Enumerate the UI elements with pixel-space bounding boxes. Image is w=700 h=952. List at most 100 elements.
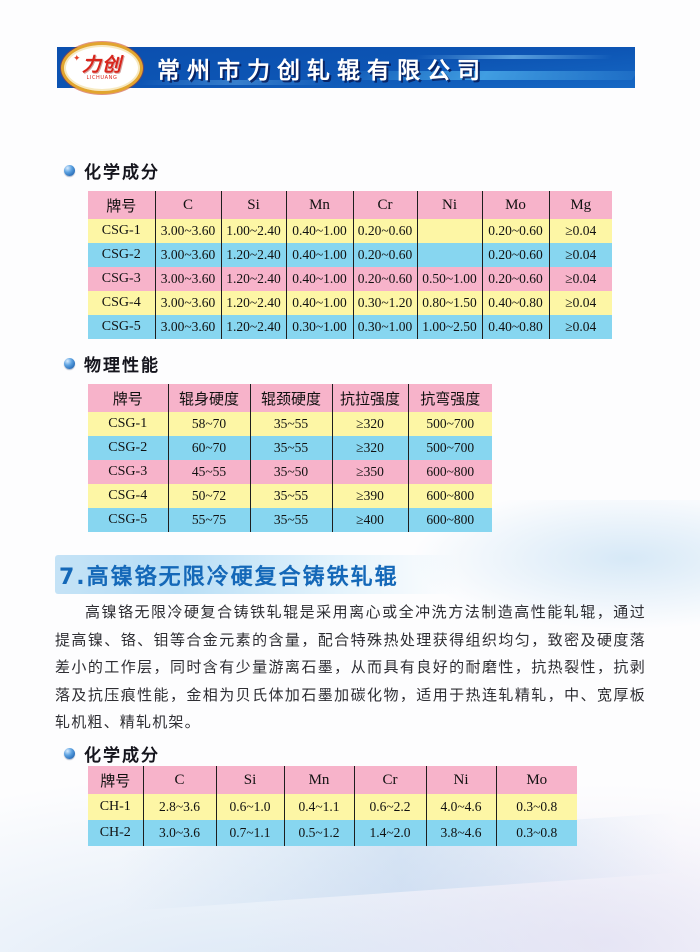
table-cell: ≥400 xyxy=(332,508,409,532)
table-cell: 3.0~3.6 xyxy=(143,820,217,846)
column-header: 辊身硬度 xyxy=(168,384,251,412)
column-header: Mo xyxy=(482,191,550,219)
table-cell: ≥320 xyxy=(332,436,409,460)
table-row: CH-1 2.8~3.6 0.6~1.0 0.4~1.1 0.6~2.2 4.0~4.6 0… xyxy=(88,794,577,820)
section-chem2-title: 化学成分 xyxy=(64,741,160,766)
section-title-label: 化学成分 xyxy=(84,746,160,766)
table-row: CH-2 3.0~3.6 0.7~1.1 0.5~1.2 1.4~2.0 3.8~4.6 0… xyxy=(88,820,577,846)
table-cell: ≥350 xyxy=(332,460,409,484)
section7-heading: 7.高镍铬无限冷硬复合铸铁轧辊 xyxy=(59,564,399,590)
table-cell: 500~700 xyxy=(426,416,475,431)
table-cell: 0.40~1.00 xyxy=(286,267,354,291)
table-cell: CH-2 xyxy=(88,820,144,846)
table-cell: 3.00~3.60 xyxy=(155,315,222,339)
chem-composition-table-1: 牌号 C Si Mn Cr Ni Mo Mg CSG-1 3.00~3.60 1.00~2.40 0… xyxy=(88,191,612,339)
table-row: CSG-4 3.00~3.60 1.20~2.40 0.40~1.00 0.30~1.2… xyxy=(88,291,612,315)
table-row: CSG-5 3.00~3.60 1.20~2.40 0.30~1.00 0.30~1.0… xyxy=(88,315,612,339)
table-cell: 0.6~1.0 xyxy=(216,794,285,820)
table-cell: 3.8~4.6 xyxy=(426,820,497,846)
column-header: Si xyxy=(216,766,285,794)
table-cell: 3.00~3.60 xyxy=(155,219,222,243)
table-cell: 0.20~0.60 xyxy=(353,267,418,291)
table-cell: 1.20~2.40 xyxy=(221,315,287,339)
section7-heading-band: 7.高镍铬无限冷硬复合铸铁轧辊 xyxy=(55,555,457,594)
table-cell: 1.00~2.40 xyxy=(221,219,287,243)
table-row: CSG-5 55~75 35~55 ≥400 600~800 xyxy=(88,508,492,532)
table-cell: 1.20~2.40 xyxy=(221,243,287,267)
table-cell: 0.40~0.80 xyxy=(482,291,550,315)
column-header: Si xyxy=(221,191,287,219)
table-cell: 0.3~0.8 xyxy=(516,825,558,840)
table-cell: 45~55 xyxy=(168,460,251,484)
table-cell: 50~72 xyxy=(168,484,251,508)
chem-composition-table-2: 牌号 C Si Mn Cr Ni Mo CH-1 2.8~3.6 0.6~1.0 0.4~1.1 0… xyxy=(88,766,577,846)
table-cell: 3.00~3.60 xyxy=(155,243,222,267)
table-cell: 3.00~3.60 xyxy=(155,267,222,291)
table-row: CSG-1 58~70 35~55 ≥320 500~700 xyxy=(88,412,492,436)
column-header: Cr xyxy=(353,191,418,219)
table-cell: 0.30~1.00 xyxy=(286,315,354,339)
column-header: C xyxy=(143,766,217,794)
table-cell: CSG-1 xyxy=(88,219,156,243)
header-banner: 常州市力创轧辊有限公司 xyxy=(57,47,635,88)
table-cell xyxy=(417,219,483,243)
table-row: CSG-3 45~55 35~50 ≥350 600~800 xyxy=(88,460,492,484)
table-cell: 60~70 xyxy=(168,436,251,460)
table-cell: ≥320 xyxy=(332,412,409,436)
bullet-icon xyxy=(64,165,75,176)
table-cell: CSG-2 xyxy=(88,436,169,460)
table-cell: 35~55 xyxy=(250,508,333,532)
table-cell: 4.0~4.6 xyxy=(426,794,497,820)
table-cell: CSG-4 xyxy=(88,291,156,315)
table-cell: 0.20~0.60 xyxy=(353,219,418,243)
column-header: Ni xyxy=(426,766,497,794)
table-cell: 0.80~1.50 xyxy=(417,291,483,315)
column-header: Mg xyxy=(570,196,592,213)
table-cell: 55~75 xyxy=(168,508,251,532)
bullet-icon xyxy=(64,358,75,369)
table-cell: CSG-4 xyxy=(88,484,169,508)
table-cell: 0.50~1.00 xyxy=(417,267,483,291)
table-cell: CSG-5 xyxy=(88,508,169,532)
table-cell: 0.6~2.2 xyxy=(354,794,427,820)
table-cell: ≥0.04 xyxy=(565,319,597,334)
section-chem1-title: 化学成分 xyxy=(64,158,160,183)
physical-properties-table: 牌号 辊身硬度 辊颈硬度 抗拉强度 抗弯强度 CSG-1 58~70 35~55 ≥320 50… xyxy=(88,384,492,532)
table-cell: 35~55 xyxy=(250,484,333,508)
column-header: 牌号 xyxy=(88,384,169,412)
table-cell: 0.3~0.8 xyxy=(516,799,558,814)
table-cell: 0.7~1.1 xyxy=(216,820,285,846)
table-cell: 0.40~1.00 xyxy=(286,291,354,315)
company-logo: ✦ 力创 LICHUANG xyxy=(61,42,143,94)
table-cell: CSG-3 xyxy=(88,460,169,484)
table-cell: 0.5~1.2 xyxy=(284,820,355,846)
table-row: CSG-2 60~70 35~55 ≥320 500~700 xyxy=(88,436,492,460)
table-header-row: 牌号 C Si Mn Cr Ni Mo xyxy=(88,766,577,794)
column-header: Mn xyxy=(284,766,355,794)
table-cell: 0.30~1.20 xyxy=(353,291,418,315)
table-cell: 3.00~3.60 xyxy=(155,291,222,315)
column-header: 抗拉强度 xyxy=(332,384,409,412)
table-cell: ≥0.04 xyxy=(565,271,597,286)
column-header: 牌号 xyxy=(88,766,144,794)
section-title-label: 化学成分 xyxy=(84,163,160,183)
table-cell: 35~50 xyxy=(250,460,333,484)
table-header-row: 牌号 C Si Mn Cr Ni Mo Mg xyxy=(88,191,612,219)
table-cell: 0.40~1.00 xyxy=(286,219,354,243)
table-cell: ≥0.04 xyxy=(565,295,597,310)
table-cell: 1.20~2.40 xyxy=(221,291,287,315)
column-header: Mo xyxy=(526,771,548,788)
table-cell: 600~800 xyxy=(426,488,475,503)
column-header: 抗弯强度 xyxy=(420,391,481,408)
section-title-label: 物理性能 xyxy=(84,356,160,376)
table-cell: ≥0.04 xyxy=(565,223,597,238)
table-cell: CSG-1 xyxy=(88,412,169,436)
logo-subtext: LICHUANG xyxy=(86,74,118,80)
column-header: C xyxy=(155,191,222,219)
table-cell: 0.40~1.00 xyxy=(286,243,354,267)
table-cell: 1.20~2.40 xyxy=(221,267,287,291)
table-cell: 35~55 xyxy=(250,436,333,460)
column-header: 辊颈硬度 xyxy=(250,384,333,412)
table-cell: CSG-2 xyxy=(88,243,156,267)
